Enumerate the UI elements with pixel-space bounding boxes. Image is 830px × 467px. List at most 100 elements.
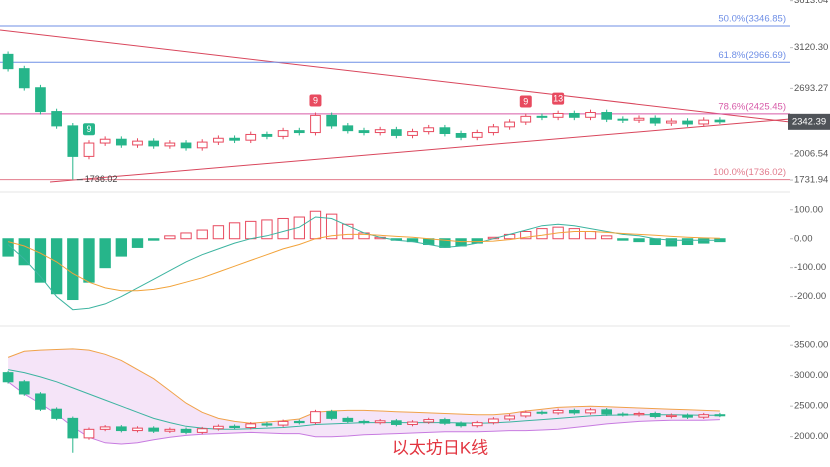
candle-body xyxy=(51,408,62,419)
candle-body xyxy=(342,125,354,132)
candle-body xyxy=(407,131,418,136)
price-badge-label: 2342.39 xyxy=(792,116,826,127)
candle-body xyxy=(617,413,629,416)
candle-body xyxy=(585,112,596,118)
macd-bar xyxy=(665,238,678,247)
macd-bar xyxy=(34,238,47,283)
candle-body xyxy=(310,411,321,424)
candle-body xyxy=(520,115,532,123)
candle-body xyxy=(552,112,564,118)
candle-body xyxy=(132,140,143,146)
macd-bar xyxy=(67,238,79,301)
candle-body xyxy=(164,142,176,147)
y-tick-label: 0.00 xyxy=(794,233,813,244)
upper-line xyxy=(7,348,720,424)
candle-body xyxy=(568,409,580,414)
candle-body xyxy=(423,419,435,423)
macd-bar xyxy=(342,223,354,240)
candle-body xyxy=(649,117,661,124)
candle-body xyxy=(115,138,127,146)
candle-body xyxy=(213,137,224,143)
candle-body xyxy=(67,125,79,157)
candle-body xyxy=(666,120,677,124)
macd-bar xyxy=(600,235,613,240)
candle-body xyxy=(180,142,192,149)
candle-body xyxy=(18,381,30,395)
td-marker xyxy=(309,94,322,107)
candle-body xyxy=(666,414,677,418)
candle-body xyxy=(326,114,337,127)
candle-body xyxy=(196,428,208,433)
macd-bar xyxy=(520,231,532,240)
candle-body xyxy=(407,421,418,425)
y-tick-label: 3500.00 xyxy=(794,340,828,351)
candle-body xyxy=(35,393,46,410)
y-tick-label: 2500.00 xyxy=(794,401,828,412)
candle-body xyxy=(35,87,46,113)
macd-bar xyxy=(536,228,548,240)
macd-bar xyxy=(261,219,273,240)
macd-bar xyxy=(115,238,128,257)
candle-body xyxy=(439,127,451,135)
candle-body xyxy=(229,137,240,141)
candle-body xyxy=(164,428,176,432)
td-marker-label: 9 xyxy=(313,95,318,105)
candle-body xyxy=(617,118,629,121)
macd-bar xyxy=(228,222,241,240)
candle-body xyxy=(439,419,451,424)
candle-body xyxy=(245,133,257,141)
candle-body xyxy=(374,420,386,424)
macd-bar xyxy=(245,220,257,240)
td-marker xyxy=(519,95,532,108)
lower-line xyxy=(7,381,720,445)
fib-label: 78.6%(2425.45) xyxy=(718,101,786,112)
candle-body xyxy=(536,411,548,414)
candle-body xyxy=(67,417,79,439)
candle-body xyxy=(148,140,160,147)
macd-bar xyxy=(293,216,305,240)
candle-body xyxy=(83,428,95,439)
candle-body xyxy=(455,422,467,427)
watermark: 以太坊日K线 xyxy=(392,438,488,457)
candle-body xyxy=(293,130,305,134)
y-tick-label: 100.00 xyxy=(794,204,823,215)
td-marker xyxy=(82,123,95,136)
price-badge xyxy=(788,113,830,130)
candle-body xyxy=(391,129,402,136)
macd-bar xyxy=(584,231,597,240)
candle-body xyxy=(83,142,95,157)
macd-bar xyxy=(681,238,694,246)
macd-bar xyxy=(698,238,710,244)
y-tick-label: 1731.94 xyxy=(794,175,828,186)
candle-body xyxy=(229,425,240,429)
candle-body xyxy=(51,111,62,127)
macd-bar xyxy=(196,229,208,240)
fib-label: 100.0%(1736.02) xyxy=(713,167,786,178)
candle-body xyxy=(423,127,435,133)
candle-body xyxy=(488,418,499,424)
macd-bar xyxy=(99,238,111,269)
candle-body xyxy=(213,425,224,430)
dif-line xyxy=(7,216,720,311)
candle-body xyxy=(601,112,613,120)
macd-bar xyxy=(325,213,338,240)
candle-body xyxy=(568,112,580,118)
macd-bar xyxy=(180,232,192,240)
candle-body xyxy=(601,409,613,415)
candle-body xyxy=(2,372,14,383)
candle-body xyxy=(326,411,337,419)
candle-body xyxy=(552,409,564,414)
candle-body xyxy=(649,412,661,418)
candle-body xyxy=(99,138,111,144)
y-tick-label: 2006.54 xyxy=(794,148,828,159)
candle-body xyxy=(99,426,111,430)
candle-body xyxy=(196,141,208,149)
candle-body xyxy=(261,133,273,137)
trend-line xyxy=(0,29,791,123)
candle-body xyxy=(714,119,726,123)
candle-body xyxy=(132,427,143,432)
macd-bar xyxy=(649,238,661,246)
candle-body xyxy=(714,414,726,417)
low-label: 1736.02 xyxy=(85,174,118,184)
macd-bar xyxy=(148,238,160,241)
